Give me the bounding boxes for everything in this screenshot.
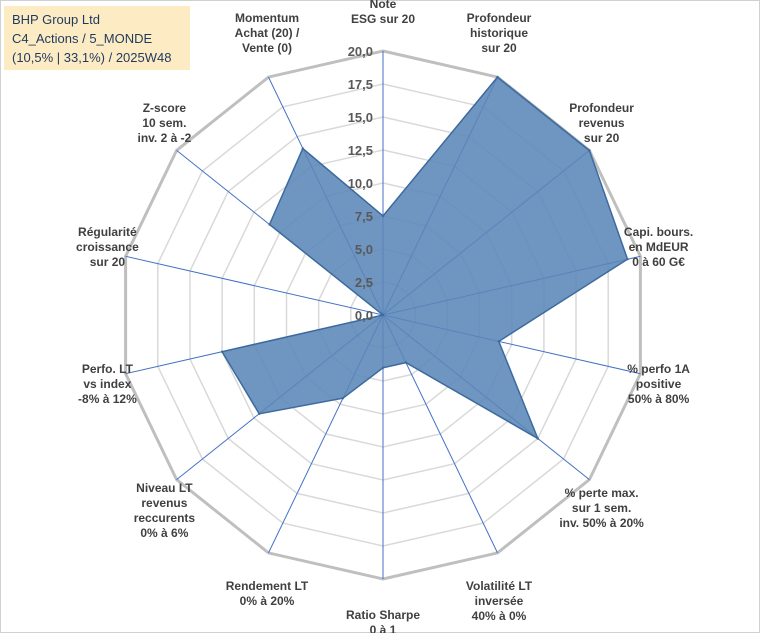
- axis-label: Note ESG sur 20: [351, 0, 415, 26]
- data-point: [536, 437, 539, 440]
- axis-label: Régularité croissance sur 20: [76, 225, 139, 269]
- axis-label: Z-score 10 sem. inv. 2 à -2: [137, 101, 191, 145]
- axis-label: Volatilité LT inversée 40% à 0%: [466, 579, 533, 623]
- axis-label: Momentum Achat (20) / Vente (0): [235, 11, 300, 55]
- data-point: [381, 214, 385, 218]
- axis-label: Profondeur historique sur 20: [467, 11, 532, 55]
- company-name: BHP Group Ltd: [12, 12, 100, 27]
- data-point: [220, 350, 224, 353]
- axis-label: Ratio Sharpe 0 à 1: [346, 608, 420, 633]
- tick-label: 15,0: [348, 110, 373, 125]
- info-box: BHP Group Ltd C4_Actions / 5_MONDE (10,5…: [4, 6, 190, 70]
- tick-label: 10,0: [348, 176, 373, 191]
- data-point: [497, 340, 500, 343]
- axis-label: Profondeur revenus sur 20: [569, 101, 634, 145]
- axis-label: Rendement LT 0% à 20%: [226, 579, 309, 608]
- data-point: [381, 313, 385, 317]
- data-point: [588, 149, 591, 152]
- tick-label: 5,0: [355, 242, 373, 257]
- data-point: [258, 412, 261, 415]
- axis-label: Niveau LT revenus reccurents 0% à 6%: [134, 481, 196, 540]
- axis-labels: Note ESG sur 20 Profondeur historique sur 20…: [76, 0, 693, 633]
- data-point: [626, 258, 629, 261]
- data-point: [381, 366, 385, 369]
- axis-label: Perfo. LT vs index -8% à 12%: [78, 362, 137, 406]
- data-point: [404, 361, 408, 364]
- tick-label: 12,5: [348, 143, 373, 158]
- tick-label: 2,5: [355, 275, 373, 290]
- data-point: [496, 75, 499, 79]
- data-point: [301, 147, 304, 150]
- axis-line: [125, 255, 384, 316]
- portfolio-stats: (10,5% | 33,1%) / 2025W48: [12, 50, 172, 65]
- series-layer: [220, 75, 629, 441]
- tick-label: 0,0: [355, 308, 373, 323]
- tick-labels: 0,0 2,5 5,0 7,5 10,0 12,5 15,0 17,5 20,0: [348, 44, 373, 323]
- data-point: [341, 397, 345, 400]
- axis-label: % perfo 1A positive 50% à 80%: [627, 362, 690, 406]
- axis-label: % perte max. sur 1 sem. inv. 50% à 20%: [559, 486, 644, 530]
- data-point: [268, 223, 271, 226]
- axis-label: Capi. bours. en MdEUR 0 à 60 G€: [624, 225, 693, 269]
- tick-label: 17,5: [348, 77, 373, 92]
- portfolio-name: C4_Actions / 5_MONDE: [12, 31, 153, 46]
- tick-label: 7,5: [355, 209, 373, 224]
- tick-label: 20,0: [348, 44, 373, 59]
